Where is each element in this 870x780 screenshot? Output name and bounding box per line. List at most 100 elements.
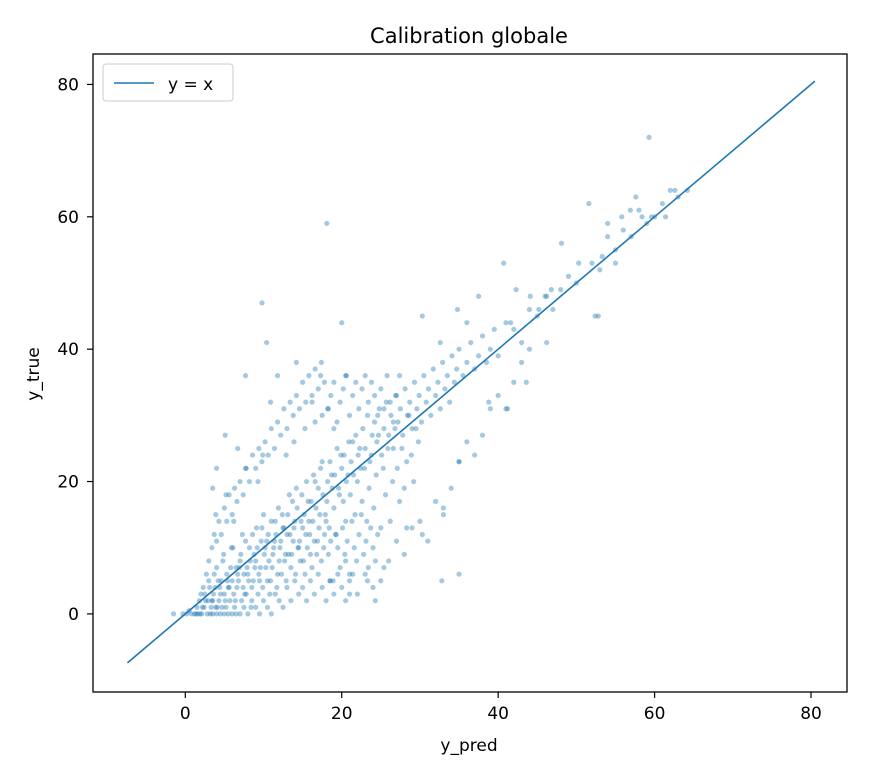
scatter-point — [319, 584, 325, 591]
scatter-point — [222, 598, 228, 604]
reference-line-y-equals-x — [126, 80, 816, 664]
scatter-point — [213, 538, 220, 544]
scatter-point — [404, 459, 410, 465]
scatter-point — [324, 220, 330, 227]
scatter-point — [336, 485, 342, 491]
scatter-point — [418, 419, 425, 425]
legend: y = x — [102, 63, 234, 102]
scatter-point — [268, 425, 274, 432]
scatter-point — [389, 478, 396, 485]
scatter-point — [454, 366, 460, 372]
scatter-point — [373, 472, 379, 478]
scatter-point — [353, 379, 359, 385]
scatter-point — [371, 505, 377, 511]
scatter-point — [404, 412, 411, 418]
scatter-point — [255, 478, 261, 485]
scatter-point — [435, 379, 441, 385]
scatter-point — [343, 518, 349, 524]
scatter-point — [265, 531, 271, 538]
scatter-point — [368, 452, 375, 458]
scatter-point — [425, 386, 432, 392]
scatter-point — [267, 578, 274, 584]
scatter-point — [619, 214, 625, 220]
scatter-point — [251, 551, 257, 557]
scatter-point — [343, 373, 349, 379]
scatter-point — [558, 287, 564, 293]
scatter-point — [350, 439, 356, 445]
scatter-point — [231, 604, 238, 610]
scatter-point — [200, 584, 206, 591]
scatter-point — [213, 465, 220, 471]
scatter-point — [315, 386, 321, 392]
scatter-point — [386, 558, 392, 564]
scatter-point — [211, 531, 217, 538]
scatter-point — [346, 571, 353, 577]
scatter-point — [245, 611, 251, 617]
x-tick-label: 80 — [800, 704, 822, 724]
scatter-point — [338, 452, 344, 458]
scatter-point — [303, 598, 310, 604]
scatter-point — [357, 445, 363, 452]
scatter-point — [491, 326, 497, 332]
scatter-point — [299, 492, 305, 498]
scatter-point — [432, 498, 439, 504]
scatter-point — [430, 366, 436, 372]
scatter-point — [196, 598, 202, 604]
scatter-point — [393, 392, 400, 399]
plot-area — [126, 80, 816, 664]
scatter-point — [411, 379, 418, 385]
scatter-point — [324, 498, 330, 504]
scatter-point — [662, 214, 669, 220]
scatter-point — [419, 313, 425, 319]
scatter-point — [361, 465, 368, 471]
scatter-point — [323, 598, 329, 604]
scatter-point — [605, 234, 611, 240]
scatter-point — [285, 551, 292, 557]
scatter-point — [268, 611, 274, 617]
scatter-point — [503, 320, 509, 326]
scatter-point — [308, 498, 314, 504]
scatter-point — [239, 531, 245, 538]
scatter-point — [223, 492, 229, 498]
scatter-point — [268, 518, 274, 524]
scatter-point — [248, 604, 254, 610]
scatter-point — [274, 584, 280, 591]
scatter-point — [362, 373, 368, 379]
scatter-point — [256, 571, 262, 577]
scatter-point — [353, 558, 360, 564]
scatter-point — [487, 346, 493, 352]
scatter-point — [302, 571, 308, 577]
scatter-point — [216, 518, 222, 524]
scatter-point — [229, 578, 235, 584]
scatter-point — [428, 412, 434, 418]
scatter-point — [300, 525, 306, 531]
scatter-point — [260, 598, 267, 604]
scatter-point — [407, 399, 413, 405]
scatter-point — [368, 525, 374, 531]
scatter-point — [224, 518, 230, 524]
scatter-point — [371, 419, 378, 425]
scatter-point — [511, 326, 517, 332]
scatter-point — [327, 459, 333, 465]
scatter-point — [255, 591, 261, 597]
scatter-point — [356, 406, 362, 412]
scatter-point — [291, 439, 297, 445]
scatter-point — [249, 598, 255, 604]
scatter-point — [237, 558, 243, 564]
scatter-point — [258, 538, 264, 544]
scatter-point — [406, 412, 412, 418]
scatter-point — [321, 545, 327, 551]
scatter-point — [339, 320, 345, 326]
scatter-point — [363, 538, 369, 544]
scatter-point — [359, 386, 365, 392]
scatter-point — [586, 200, 592, 207]
scatter-point — [519, 339, 525, 346]
scatter-point — [526, 346, 533, 352]
scatter-point — [367, 459, 373, 465]
scatter-point — [503, 406, 509, 412]
scatter-point — [208, 604, 214, 610]
scatter-point — [253, 558, 259, 564]
scatter-point — [192, 611, 198, 617]
scatter-point — [464, 359, 470, 366]
scatter-point — [228, 564, 234, 571]
